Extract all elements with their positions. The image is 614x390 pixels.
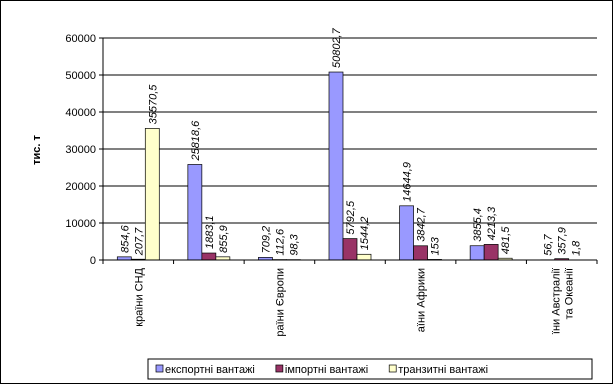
legend: експортні вантажі імпортні вантажі транзит… xyxy=(148,359,592,379)
data-label: 3855,4 xyxy=(472,208,484,242)
data-label: 4213,3 xyxy=(486,206,498,241)
y-tick-label: 60000 xyxy=(65,33,96,45)
bar xyxy=(329,72,343,260)
data-label: 854,6 xyxy=(119,224,131,252)
data-label: 357,9 xyxy=(557,227,569,255)
bar xyxy=(414,246,428,260)
bar xyxy=(145,128,159,260)
data-label: 709,2 xyxy=(260,226,272,254)
legend-label: транзитні вантажі xyxy=(398,364,488,376)
legend-label: експортні вантажі xyxy=(165,364,255,376)
data-label: 5792,5 xyxy=(345,200,357,235)
y-tick-label: 0 xyxy=(90,255,96,267)
data-label: 1,8 xyxy=(571,240,583,256)
bar xyxy=(202,253,216,260)
data-label: 855,9 xyxy=(218,225,230,253)
x-tick-label: країни СНД xyxy=(133,267,145,326)
data-label: 3842,7 xyxy=(416,207,428,242)
bar xyxy=(470,246,484,260)
legend-swatch xyxy=(389,365,396,372)
data-label: 153 xyxy=(430,236,442,255)
data-label: 481,5 xyxy=(500,226,512,254)
y-tick-label: 10000 xyxy=(65,218,96,230)
data-label: 50802,7 xyxy=(331,27,343,68)
x-tick-label: раїни Європи xyxy=(274,268,286,337)
legend-label: імпортні вантажі xyxy=(285,364,368,376)
y-tick-label: 40000 xyxy=(65,107,96,119)
y-tick-label: 30000 xyxy=(65,144,96,156)
legend-swatch xyxy=(276,365,283,372)
x-tick-label: аїни Африки xyxy=(416,268,428,332)
bar xyxy=(400,206,414,260)
bar xyxy=(357,254,371,260)
legend-swatch xyxy=(156,365,163,372)
bar xyxy=(484,244,498,260)
bar xyxy=(343,239,357,260)
y-tick-label: 50000 xyxy=(65,70,96,82)
bar xyxy=(188,164,202,260)
y-axis-label: тис. т xyxy=(31,135,43,165)
data-label: 56,7 xyxy=(543,233,555,255)
data-label: 14644,9 xyxy=(402,162,414,202)
data-label: 207,7 xyxy=(133,227,145,256)
data-label: 1544,2 xyxy=(359,217,371,251)
data-label: 98,3 xyxy=(288,233,300,255)
data-label: 35570,5 xyxy=(147,84,159,125)
y-tick-label: 20000 xyxy=(65,181,96,193)
data-label: 1883,1 xyxy=(204,215,216,249)
data-label: 112,6 xyxy=(274,228,286,256)
data-label: 25818,6 xyxy=(190,120,202,162)
